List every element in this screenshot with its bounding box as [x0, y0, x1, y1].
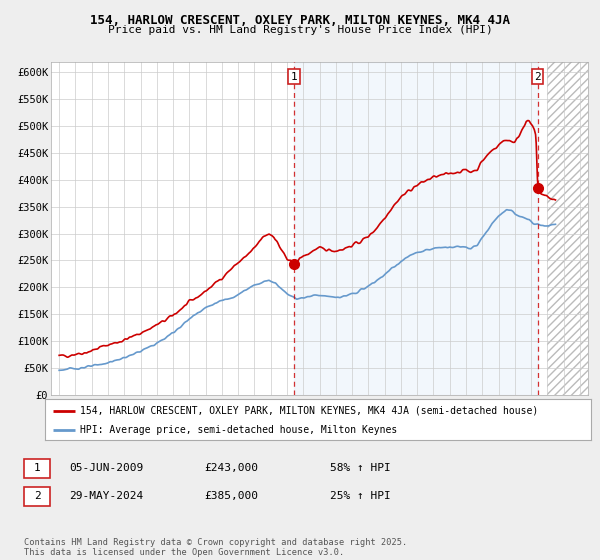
Text: £385,000: £385,000: [204, 491, 258, 501]
Text: 29-MAY-2024: 29-MAY-2024: [69, 491, 143, 501]
Text: 154, HARLOW CRESCENT, OXLEY PARK, MILTON KEYNES, MK4 4JA (semi-detached house): 154, HARLOW CRESCENT, OXLEY PARK, MILTON…: [80, 405, 539, 416]
Text: Contains HM Land Registry data © Crown copyright and database right 2025.
This d: Contains HM Land Registry data © Crown c…: [24, 538, 407, 557]
Text: £243,000: £243,000: [204, 463, 258, 473]
Text: 2: 2: [34, 491, 41, 501]
Text: HPI: Average price, semi-detached house, Milton Keynes: HPI: Average price, semi-detached house,…: [80, 424, 398, 435]
Text: 58% ↑ HPI: 58% ↑ HPI: [330, 463, 391, 473]
Text: 25% ↑ HPI: 25% ↑ HPI: [330, 491, 391, 501]
Text: 05-JUN-2009: 05-JUN-2009: [69, 463, 143, 473]
Bar: [547, 62, 588, 395]
Text: 1: 1: [290, 72, 298, 82]
Text: 154, HARLOW CRESCENT, OXLEY PARK, MILTON KEYNES, MK4 4JA: 154, HARLOW CRESCENT, OXLEY PARK, MILTON…: [90, 14, 510, 27]
Text: 1: 1: [34, 463, 41, 473]
Bar: [547, 62, 588, 395]
Text: Price paid vs. HM Land Registry's House Price Index (HPI): Price paid vs. HM Land Registry's House …: [107, 25, 493, 35]
Text: 2: 2: [535, 72, 541, 82]
Bar: [294, 62, 538, 395]
